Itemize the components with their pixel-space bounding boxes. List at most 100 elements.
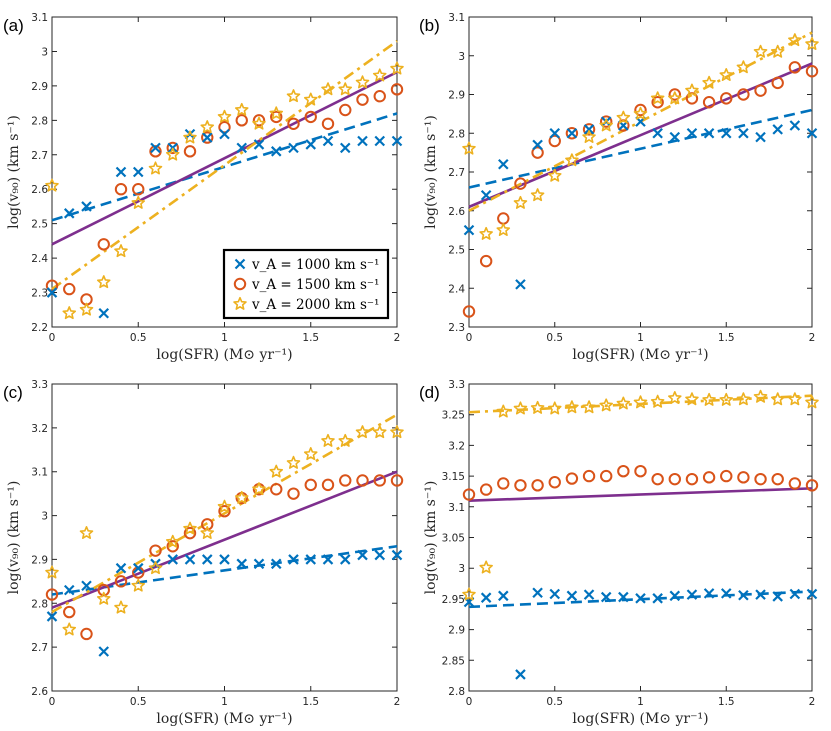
data-point-star <box>616 110 631 124</box>
data-point-circle <box>582 469 596 483</box>
data-point-star <box>62 306 77 320</box>
data-point-x <box>339 554 351 565</box>
y-tick-label: 2.7 <box>31 642 48 654</box>
y-tick-label: 2.8 <box>448 128 465 140</box>
data-point-star <box>788 33 802 47</box>
data-point-circle <box>45 588 59 601</box>
data-point-circle <box>514 479 527 492</box>
series-v1500 <box>462 464 819 501</box>
data-point-x <box>219 554 230 565</box>
data-point-star <box>200 120 215 134</box>
data-point-x <box>374 135 386 147</box>
data-point-star <box>496 223 511 237</box>
data-point-circle <box>63 282 76 296</box>
y-tick-label: 3.2 <box>448 440 465 452</box>
data-point-star <box>303 92 318 106</box>
data-point-star <box>321 82 335 96</box>
data-point-x <box>652 127 663 139</box>
data-point-x <box>132 166 144 178</box>
data-point-star <box>96 591 111 605</box>
series-v1500 <box>462 61 819 318</box>
data-point-circle <box>287 117 300 130</box>
data-point-x <box>738 589 749 601</box>
data-point-star <box>355 425 370 439</box>
legend-label: v_A = 2000 km s⁻¹ <box>251 297 379 313</box>
data-point-x <box>566 590 578 602</box>
data-point-circle <box>166 141 179 155</box>
data-point-star <box>513 195 528 209</box>
data-point-circle <box>218 504 231 518</box>
data-point-circle <box>548 134 561 148</box>
legend-box <box>222 248 390 320</box>
data-point-x <box>755 131 766 143</box>
data-point-x <box>806 127 818 139</box>
y-tick-label: 2.8 <box>31 115 48 127</box>
data-point-x <box>686 127 698 139</box>
data-point-x <box>150 142 161 154</box>
data-point-x <box>81 201 92 212</box>
x-axis-label: log(SFR) (M⊙ yr⁻¹) <box>156 347 292 363</box>
data-point-star <box>372 68 387 82</box>
data-point-circle <box>737 88 750 101</box>
series-v1000 <box>463 116 818 290</box>
panel-letter: (d) <box>419 383 440 402</box>
y-tick-label: 2.3 <box>31 288 48 300</box>
data-point-x <box>498 158 509 170</box>
data-point-star <box>479 560 493 574</box>
data-point-x <box>357 135 368 147</box>
data-point-circle <box>582 123 596 136</box>
data-point-star <box>390 61 404 75</box>
data-point-x <box>305 554 317 565</box>
data-point-circle <box>462 305 476 318</box>
data-point-star <box>530 400 545 414</box>
series-v2000 <box>462 33 819 240</box>
fit-line-dashdot <box>51 40 398 291</box>
fit-line-solid <box>51 470 398 609</box>
data-point-star <box>582 130 596 144</box>
data-point-circle <box>270 110 283 124</box>
legend-label: v_A = 1000 km s⁻¹ <box>251 257 379 273</box>
data-point-star <box>114 244 128 258</box>
data-point-circle <box>617 464 630 478</box>
y-tick-label: 3.1 <box>448 502 465 514</box>
data-point-circle <box>97 583 110 597</box>
data-point-x <box>789 588 801 600</box>
panel-letter: (a) <box>3 16 24 35</box>
data-point-x <box>322 135 334 147</box>
data-point-x <box>98 646 110 657</box>
data-point-x <box>288 554 299 565</box>
data-point-star <box>114 600 128 614</box>
data-point-circle <box>321 478 335 492</box>
panel-letter: (b) <box>419 16 440 35</box>
x-tick-label: 2 <box>394 332 401 344</box>
data-point-x <box>566 127 578 139</box>
fit-line-solid <box>468 487 813 502</box>
data-point-x <box>288 142 299 154</box>
y-tick-label: 2.3 <box>448 322 465 334</box>
data-point-circle <box>788 477 802 490</box>
data-point-x <box>115 166 127 178</box>
series-v1500 <box>45 474 404 641</box>
data-point-x <box>703 127 715 139</box>
y-tick-label: 2.8 <box>448 686 465 698</box>
y-axis-label: log(v₉₀) (km s⁻¹) <box>423 481 439 595</box>
y-tick-label: 2.4 <box>31 253 48 265</box>
data-point-star <box>462 141 476 155</box>
data-point-circle <box>201 131 214 144</box>
data-point-circle <box>339 103 352 117</box>
data-point-x <box>236 558 248 570</box>
data-point-circle <box>287 487 300 500</box>
data-point-circle <box>565 127 579 140</box>
data-point-star <box>183 130 197 144</box>
data-point-star <box>148 561 163 575</box>
data-point-x <box>305 139 317 150</box>
data-point-star <box>736 392 751 406</box>
y-tick-label: 2.9 <box>448 90 465 102</box>
data-point-star <box>582 400 596 414</box>
data-point-circle <box>339 474 352 487</box>
data-point-x <box>789 120 801 131</box>
y-tick-label: 2.8 <box>31 598 48 610</box>
fit-line-dashed <box>51 112 398 222</box>
x-tick-label: 1.5 <box>718 332 735 344</box>
y-axis-label: log(v₉₀) (km s⁻¹) <box>423 115 439 229</box>
